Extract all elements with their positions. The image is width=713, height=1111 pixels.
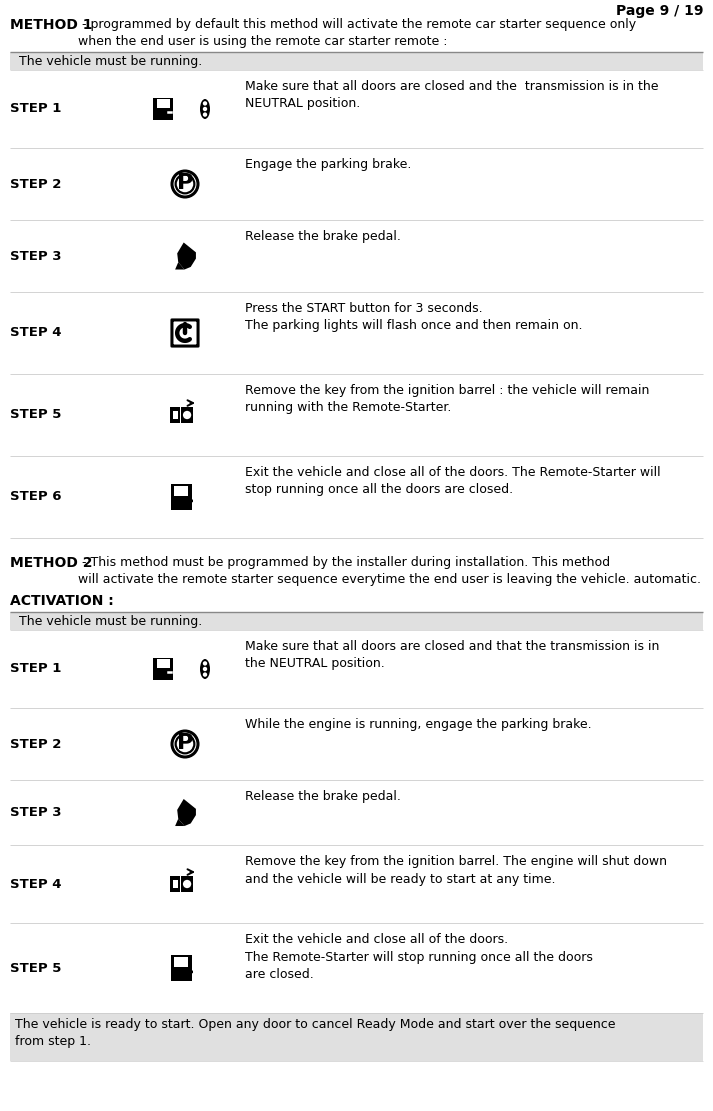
Text: Release the brake pedal.: Release the brake pedal. [245,790,401,803]
Text: Exit the vehicle and close all of the doors. The Remote-Starter will
stop runnin: Exit the vehicle and close all of the do… [245,466,661,497]
Text: Release the brake pedal.: Release the brake pedal. [245,230,401,243]
Bar [181,875,193,892]
Bar [10,52,703,70]
Polygon shape [178,799,196,825]
Text: STEP 3: STEP 3 [10,250,61,262]
Circle shape [183,880,191,888]
Text: METHOD 2: METHOD 2 [10,556,93,570]
Bar [181,407,193,423]
Bar [172,484,193,510]
Circle shape [202,112,207,117]
Bar [170,407,180,423]
Circle shape [202,672,207,677]
Circle shape [202,661,207,665]
Text: STEP 2: STEP 2 [10,178,61,190]
Polygon shape [175,819,185,825]
Text: ACTIVATION :: ACTIVATION : [10,594,114,608]
Text: Make sure that all doors are closed and that the transmission is in
the NEUTRAL : Make sure that all doors are closed and … [245,640,660,671]
Circle shape [202,107,207,111]
Bar [170,875,180,892]
Text: STEP 5: STEP 5 [10,409,61,421]
Text: STEP 2: STEP 2 [10,738,61,751]
Text: The vehicle must be running.: The vehicle must be running. [15,614,202,628]
Text: While the engine is running, engage the parking brake.: While the engine is running, engage the … [245,718,592,731]
Bar [173,880,178,888]
Text: Remove the key from the ignition barrel : the vehicle will remain
running with t: Remove the key from the ignition barrel … [245,384,650,414]
Ellipse shape [200,659,210,679]
Bar [10,612,703,630]
Polygon shape [178,242,196,270]
Bar [172,955,193,981]
Text: Exit the vehicle and close all of the doors.
The Remote-Starter will stop runnin: Exit the vehicle and close all of the do… [245,933,593,981]
Bar [153,98,173,120]
Circle shape [183,411,191,419]
Text: Remove the key from the ignition barrel. The engine will shut down
and the vehic: Remove the key from the ignition barrel.… [245,855,667,885]
Text: STEP 1: STEP 1 [10,662,61,675]
Text: - programmed by default this method will activate the remote car starter sequenc: - programmed by default this method will… [78,18,636,48]
Circle shape [202,101,207,106]
Bar [174,487,188,496]
Text: The vehicle is ready to start. Open any door to cancel Ready Mode and start over: The vehicle is ready to start. Open any … [15,1018,615,1049]
Text: STEP 5: STEP 5 [10,961,61,974]
Text: The vehicle must be running.: The vehicle must be running. [15,54,202,68]
Text: Page 9 / 19: Page 9 / 19 [615,4,703,18]
Bar [157,659,170,668]
Bar [157,99,170,108]
Text: METHOD 1: METHOD 1 [10,18,93,32]
Text: P: P [177,733,193,753]
Text: Make sure that all doors are closed and the  transmission is in the
NEUTRAL posi: Make sure that all doors are closed and … [245,80,659,110]
Text: STEP 1: STEP 1 [10,102,61,116]
Bar [153,658,173,680]
Text: STEP 3: STEP 3 [10,805,61,819]
Bar [10,1013,703,1061]
Text: Engage the parking brake.: Engage the parking brake. [245,158,411,171]
Circle shape [202,667,207,671]
Text: - This method must be programmed by the installer during installation. This meth: - This method must be programmed by the … [78,556,701,585]
Polygon shape [175,262,185,270]
Bar [173,411,178,419]
Text: STEP 4: STEP 4 [10,327,61,340]
Bar [174,957,188,967]
Ellipse shape [200,99,210,119]
Text: STEP 4: STEP 4 [10,878,61,891]
Text: Press the START button for 3 seconds.
The parking lights will flash once and the: Press the START button for 3 seconds. Th… [245,302,583,332]
Text: P: P [177,173,193,193]
Text: STEP 6: STEP 6 [10,490,61,503]
